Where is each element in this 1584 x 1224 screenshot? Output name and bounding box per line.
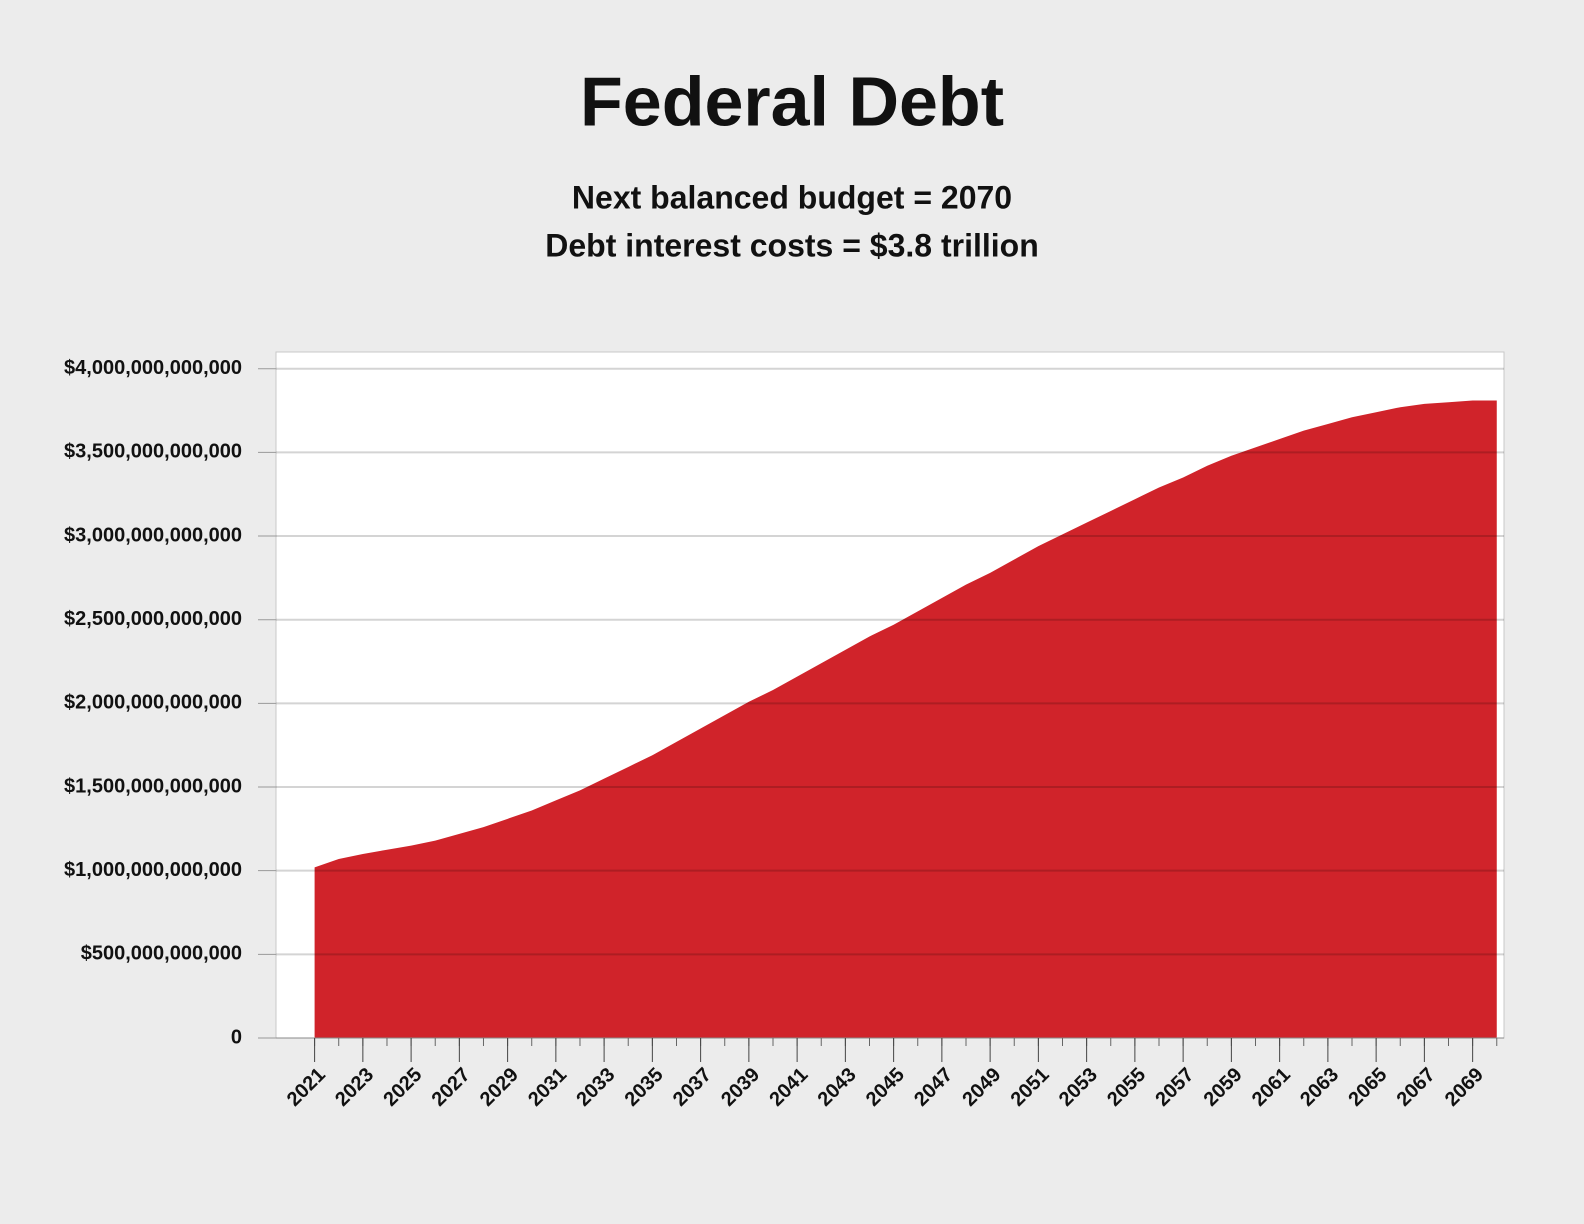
chart-title: Federal Debt xyxy=(580,62,1004,140)
area xyxy=(314,400,1497,1038)
y-tick-label: $1,000,000,000,000 xyxy=(64,859,242,881)
y-tick-label: 0 xyxy=(231,1026,242,1048)
y-tick-label: $3,500,000,000,000 xyxy=(64,441,242,463)
y-tick-label: $500,000,000,000 xyxy=(81,943,242,965)
subtitle: Debt interest costs = $3.8 trillion xyxy=(545,227,1038,263)
y-tick-label: $4,000,000,000,000 xyxy=(64,357,242,379)
y-tick-label: $1,500,000,000,000 xyxy=(64,775,242,797)
y-tick-label: $2,000,000,000,000 xyxy=(64,692,242,714)
y-tick-label: $3,000,000,000,000 xyxy=(64,524,242,546)
y-tick-label: $2,500,000,000,000 xyxy=(64,608,242,630)
subtitle: Next balanced budget = 2070 xyxy=(572,179,1012,215)
